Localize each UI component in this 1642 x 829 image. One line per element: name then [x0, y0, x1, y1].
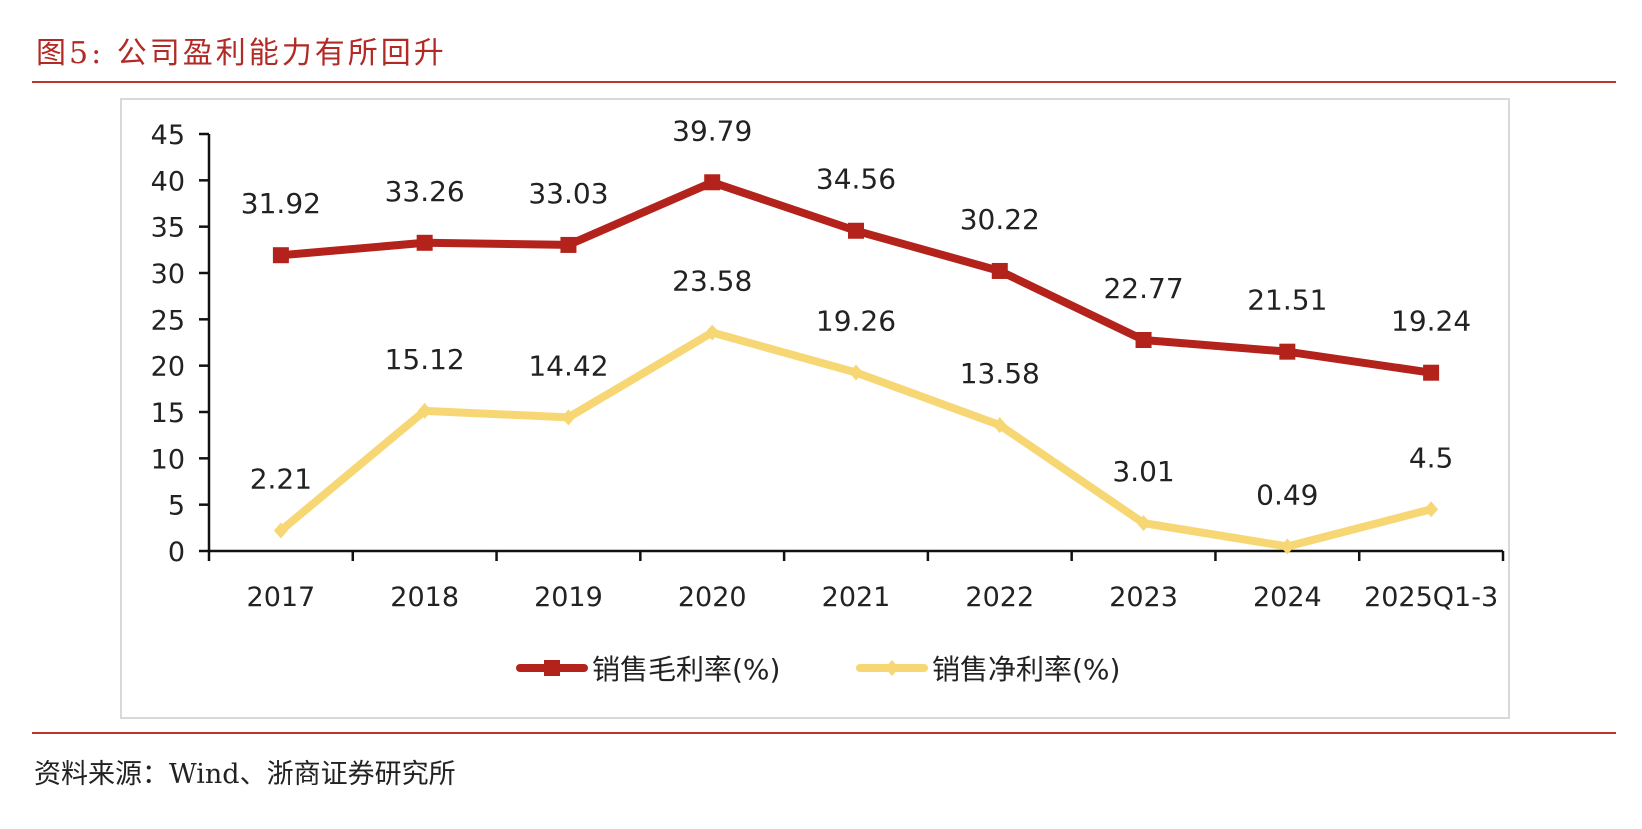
series-layer — [272, 174, 1440, 555]
data-label: 21.51 — [1247, 284, 1327, 317]
data-label: 19.26 — [816, 305, 896, 338]
x-tick-label: 2022 — [965, 582, 1034, 613]
data-point-diamond — [417, 402, 432, 419]
y-tick-label: 5 — [168, 491, 185, 522]
x-tick-label: 2021 — [822, 582, 891, 613]
data-point-square — [1279, 343, 1296, 360]
legend-marker-square — [544, 660, 560, 676]
data-point-square — [416, 234, 433, 251]
data-label: 3.01 — [1112, 455, 1174, 488]
data-label: 22.77 — [1103, 272, 1183, 305]
source-note: 资料来源：Wind、浙商证券研究所 — [34, 759, 456, 790]
legend-marker-diamond — [885, 660, 899, 676]
data-point-diamond — [705, 324, 720, 341]
data-point-diamond — [1136, 515, 1151, 532]
data-label: 4.5 — [1409, 441, 1454, 474]
chart-frame — [120, 98, 1510, 719]
data-point-square — [1423, 364, 1440, 381]
series-net-margin — [273, 324, 1439, 555]
data-point-diamond — [1280, 538, 1295, 555]
series-gross-margin — [272, 174, 1440, 381]
data-label: 14.42 — [528, 349, 608, 382]
data-label: 30.22 — [960, 203, 1040, 236]
data-point-diamond — [273, 522, 288, 539]
y-tick-label: 25 — [151, 305, 185, 336]
x-tick-label: 2018 — [390, 582, 459, 613]
y-tick-label: 45 — [151, 120, 185, 151]
figure-title: 图5: 公司盈利能力有所回升 — [36, 36, 447, 71]
data-point-square — [704, 174, 721, 191]
data-label: 33.03 — [528, 177, 608, 210]
x-tick-label: 2023 — [1109, 582, 1178, 613]
y-tick-label: 0 — [168, 537, 185, 568]
y-tick-label: 10 — [151, 444, 185, 475]
x-tick-label: 2017 — [247, 582, 316, 613]
data-label: 34.56 — [816, 163, 896, 196]
legend: 销售毛利率(%) 销售净利率(%) — [516, 653, 1120, 686]
legend-item-gross-margin: 销售毛利率(%) — [516, 653, 780, 686]
y-tick-label: 30 — [151, 259, 185, 290]
axes: 0 5 10 15 20 25 30 35 40 45 2017 2018 2019 2020 2021 20… — [151, 120, 1505, 613]
data-label: 39.79 — [672, 114, 752, 147]
x-tick-label: 2020 — [678, 582, 747, 613]
y-tick-label: 40 — [151, 166, 185, 197]
x-tick-label: 2024 — [1253, 582, 1322, 613]
data-point-diamond — [1424, 501, 1439, 518]
data-label: 13.58 — [960, 357, 1040, 390]
source-divider — [32, 732, 1616, 734]
data-labels-layer: 31.92 33.26 33.03 39.79 34.56 30.22 22.77 21.51… — [241, 114, 1471, 511]
data-point-square — [991, 262, 1008, 279]
data-label: 0.49 — [1256, 478, 1318, 511]
data-point-diamond — [849, 364, 863, 381]
legend-label: 销售净利率(%) — [932, 653, 1120, 686]
data-label: 23.58 — [672, 264, 752, 297]
y-tick-label: 35 — [151, 213, 185, 244]
x-tick-label: 2025Q1-3 — [1364, 582, 1498, 613]
data-point-square — [560, 236, 577, 253]
y-tick-label: 15 — [151, 398, 185, 429]
data-label: 33.26 — [385, 175, 465, 208]
x-tick-label: 2019 — [534, 582, 603, 613]
data-label: 2.21 — [250, 463, 312, 496]
data-point-diamond — [561, 409, 576, 426]
legend-item-net-margin: 销售净利率(%) — [856, 653, 1120, 686]
data-label: 15.12 — [385, 343, 465, 376]
data-point-square — [272, 247, 289, 264]
legend-label: 销售毛利率(%) — [592, 653, 780, 686]
data-point-square — [848, 222, 864, 239]
data-label: 31.92 — [241, 187, 321, 220]
data-point-square — [1135, 331, 1152, 348]
data-point-diamond — [992, 417, 1007, 434]
title-divider — [32, 81, 1616, 83]
y-tick-label: 20 — [151, 352, 185, 383]
data-label: 19.24 — [1391, 305, 1471, 338]
